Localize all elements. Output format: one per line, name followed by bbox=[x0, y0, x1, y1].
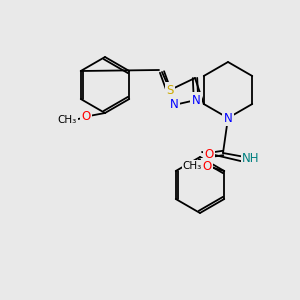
Text: O: O bbox=[204, 148, 214, 161]
Text: N: N bbox=[192, 94, 200, 106]
Text: O: O bbox=[202, 160, 212, 172]
Text: S: S bbox=[166, 83, 174, 97]
Text: NH: NH bbox=[242, 152, 260, 164]
Text: CH₃: CH₃ bbox=[183, 161, 202, 171]
Text: CH₃: CH₃ bbox=[57, 115, 76, 125]
Text: N: N bbox=[224, 112, 232, 124]
Text: O: O bbox=[81, 110, 91, 124]
Text: N: N bbox=[169, 98, 178, 112]
